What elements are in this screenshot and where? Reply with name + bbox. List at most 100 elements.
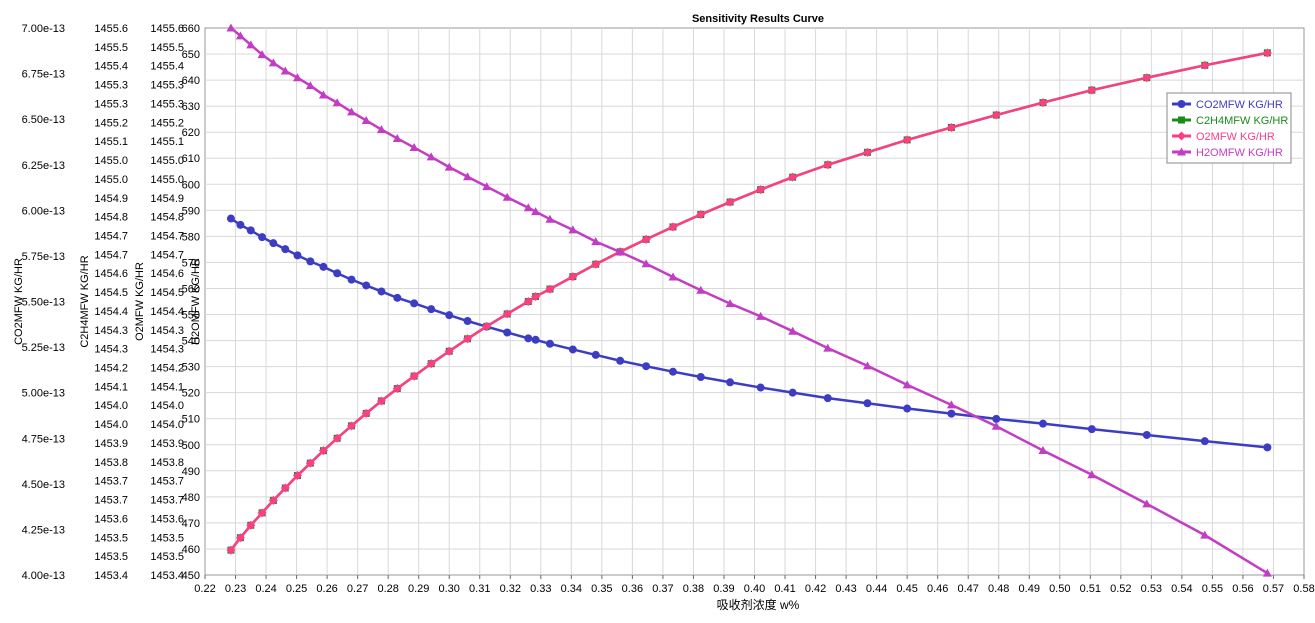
y-tick-label-o2: 1454.5 [150,287,184,299]
legend-marker-c2h4 [1178,116,1185,124]
legend[interactable]: CO2MFW KG/HR C2H4MFW KG/HR O2MFW KG/HR H2OM… [1166,92,1292,164]
chart-title: Sensitivity Results Curve [692,13,824,25]
series-h2o [226,23,1272,577]
data-point-h2o [523,203,533,212]
data-point-o2 [235,533,245,543]
x-tick-label: 0.27 [347,583,368,595]
series-line-h2o [230,27,1269,575]
x-tick-label: 0.38 [683,583,704,595]
data-point-h2o [902,380,912,389]
x-tick-label: 0.37 [652,583,673,595]
data-point-co2 [281,245,290,254]
y-axis-title-h2o: H2OMFW KG/HR [190,258,202,345]
y-tick-label-c2h4: 1455.6 [94,23,128,35]
legend-item-h2o[interactable]: H2OMFW KG/HR [1172,147,1283,159]
x-tick-label: 0.53 [1141,583,1162,595]
y-tick-label-c2h4: 1455.0 [94,174,128,186]
y-tick-label-c2h4: 1453.7 [94,476,128,488]
data-point-o2 [1262,48,1272,58]
data-point-h2o [426,152,436,161]
y-tick-label-co2: 5.75e-13 [22,251,65,263]
data-point-co2 [531,335,540,344]
data-point-co2 [642,362,651,371]
x-tick-label: 0.50 [1049,583,1070,595]
x-tick-label: 0.51 [1080,583,1101,595]
data-point-h2o [502,192,512,201]
y-tick-label-o2: 1453.7 [150,495,184,507]
data-point-o2 [482,321,492,331]
data-point-co2 [393,293,402,302]
y-tick-label-o2: 1455.5 [150,42,184,54]
y-tick-label-h2o: 550 [182,310,200,322]
legend-item-co2[interactable]: CO2MFW KG/HR [1172,99,1283,111]
data-point-o2 [246,520,256,530]
x-tick-label: 0.48 [988,583,1009,595]
x-tick-label: 0.36 [622,583,643,595]
data-point-co2 [226,214,235,223]
grid-layer [204,27,1305,576]
data-point-h2o [1200,530,1210,539]
y-tick-label-c2h4: 1454.6 [94,268,128,280]
y-tick-label-c2h4: 1453.5 [94,532,128,544]
data-point-o2 [756,185,766,195]
legend-item-o2[interactable]: O2MFW KG/HR [1172,131,1275,143]
legend-label: H2OMFW KG/HR [1196,147,1283,159]
y-tick-label-o2: 1454.4 [150,306,184,318]
data-point-h2o [226,23,236,32]
y-tick-label-h2o: 570 [182,257,200,269]
y-tick-label-h2o: 490 [182,466,200,478]
y-tick-label-o2: 1453.5 [150,532,184,544]
data-point-o2 [292,471,302,481]
y-tick-label-o2: 1453.8 [150,457,184,469]
y-tick-label-co2: 4.25e-13 [22,524,65,536]
y-tick-label-c2h4: 1454.3 [94,325,128,337]
data-point-h2o [318,90,328,99]
y-tick-label-c2h4: 1455.3 [94,98,128,110]
data-point-co2 [726,378,735,387]
data-point-o2 [257,508,267,518]
y-tick-label-h2o: 560 [182,283,200,295]
y-tick-label-o2: 1454.6 [150,268,184,280]
data-point-h2o [641,259,651,268]
y-tick-label-h2o: 610 [182,153,200,165]
data-point-h2o [756,311,766,320]
data-point-co2 [823,394,832,403]
y-axis-title-c2h4: C2H4MFW KG/HR [79,255,91,347]
data-point-co2 [1038,419,1047,428]
y-tick-label-h2o: 480 [182,492,200,504]
y-tick-label-o2: 1455.6 [150,23,184,35]
data-point-o2 [376,396,386,406]
y-tick-label-h2o: 660 [182,23,200,35]
x-tick-label: 0.26 [316,583,337,595]
x-tick-label: 0.45 [896,583,917,595]
y-tick-label-o2: 1454.7 [150,249,184,261]
x-tick-label: 0.47 [957,583,978,595]
y-tick-label-co2: 5.50e-13 [22,297,65,309]
y-tick-label-c2h4: 1455.0 [94,155,128,167]
data-point-o2 [268,495,278,505]
data-point-co2 [756,383,765,392]
data-point-o2 [347,421,357,431]
data-point-o2 [946,122,956,132]
data-point-co2 [524,334,533,343]
y-tick-label-h2o: 500 [182,440,200,452]
legend-item-c2h4[interactable]: C2H4MFW KG/HR [1172,115,1288,127]
x-tick-label: 0.30 [439,583,460,595]
y-tick-label-co2: 7.00e-13 [22,23,65,35]
x-tick-label: 0.34 [561,583,582,595]
y-tick-label-c2h4: 1454.9 [94,193,128,205]
x-tick-label: 0.33 [530,583,551,595]
y-tick-label-o2: 1455.0 [150,155,184,167]
x-tick-label: 0.29 [408,583,429,595]
x-tick-label: 0.57 [1263,583,1284,595]
y-tick-label-h2o: 650 [182,49,200,61]
x-tick-label: 0.44 [866,583,887,595]
y-tick-label-c2h4: 1455.3 [94,80,128,92]
data-point-o2 [280,483,290,493]
y-tick-label-co2: 4.00e-13 [22,570,65,582]
data-point-o2 [545,284,555,294]
data-point-h2o [862,361,872,370]
data-point-co2 [1200,437,1209,446]
data-point-h2o [531,207,541,216]
legend-label: CO2MFW KG/HR [1196,99,1283,111]
